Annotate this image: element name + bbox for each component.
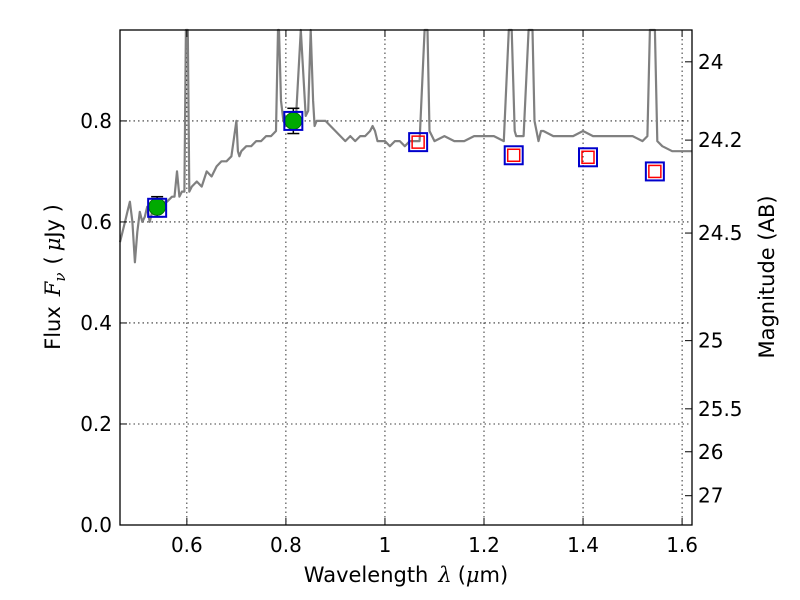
model-point bbox=[578, 147, 598, 168]
x-axis-unit-mu: μ bbox=[466, 563, 480, 587]
y2-tick-label: 27 bbox=[698, 484, 723, 508]
x-tick-label: 1.6 bbox=[666, 533, 698, 557]
y-tick-label: 0.2 bbox=[80, 412, 112, 436]
x-axis-title: Wavelength λ (μm) bbox=[304, 563, 508, 587]
observed-point bbox=[148, 197, 167, 216]
model-point bbox=[283, 110, 304, 131]
x-tick-label: 0.8 bbox=[270, 533, 302, 557]
y2-tick-label: 25.5 bbox=[698, 397, 743, 421]
model-point bbox=[503, 145, 524, 166]
x-tick-label: 1.2 bbox=[468, 533, 500, 557]
spectrum-line bbox=[118, 28, 692, 264]
plot-background bbox=[120, 30, 692, 525]
y2-tick-label: 26 bbox=[698, 440, 723, 464]
x-axis-unit-rest: m) bbox=[480, 563, 509, 587]
plot-frame bbox=[119, 29, 693, 526]
photometry-layer bbox=[147, 107, 665, 218]
y-axis-unit-mu: μ bbox=[41, 238, 65, 252]
x-axis-symbol: λ bbox=[437, 563, 451, 587]
y2-tick-label: 24 bbox=[698, 50, 723, 74]
x-tick-label: 0.6 bbox=[171, 533, 203, 557]
y-axis-unit-prefix: ( bbox=[41, 256, 65, 264]
predicted-point bbox=[411, 135, 425, 149]
predicted-point bbox=[648, 164, 662, 179]
model-point bbox=[147, 197, 168, 218]
x-axis-unit-prefix: ( bbox=[458, 563, 466, 587]
y2-tick-label: 24.2 bbox=[698, 128, 743, 152]
gridlines bbox=[120, 30, 692, 526]
y-axis-title: Flux Fν ( μJy ) bbox=[41, 204, 69, 350]
y2-axis-title: Magnitude (AB) bbox=[755, 195, 779, 358]
ticks: 0.6 0.8 1 1.2 1.4 1.6 0.0 0.2 0.4 0.6 0.8 24 24.2 24.… bbox=[80, 30, 743, 557]
predicted-point bbox=[581, 150, 595, 165]
y-axis-unit-rest: Jy ) bbox=[41, 204, 65, 240]
y-axis-title-text: Flux bbox=[41, 306, 65, 350]
y2-tick-label: 25 bbox=[698, 329, 723, 353]
y-tick-label: 0.8 bbox=[80, 109, 112, 133]
model-point bbox=[644, 161, 665, 182]
x-tick-label: 1.4 bbox=[567, 533, 599, 557]
observed-point bbox=[284, 112, 303, 130]
x-tick-label: 1 bbox=[379, 533, 392, 557]
y-tick-label: 0.6 bbox=[80, 210, 112, 234]
y2-tick-label: 24.5 bbox=[698, 221, 743, 245]
predicted-point bbox=[506, 148, 521, 163]
y-axis-symbol: F bbox=[41, 280, 65, 297]
spectrum-layer bbox=[118, 28, 692, 264]
x-axis-title-text: Wavelength bbox=[304, 563, 429, 587]
model-point bbox=[408, 132, 429, 153]
y-axis-subscript: ν bbox=[51, 273, 69, 282]
y-tick-label: 0.0 bbox=[80, 513, 112, 537]
y-tick-label: 0.4 bbox=[80, 311, 112, 335]
